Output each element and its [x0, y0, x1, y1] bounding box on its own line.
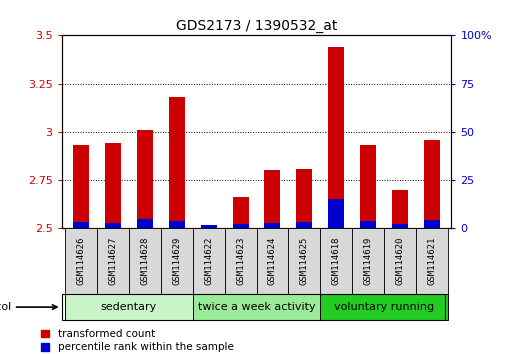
Bar — [360, 145, 377, 228]
FancyBboxPatch shape — [129, 228, 161, 294]
FancyBboxPatch shape — [65, 228, 97, 294]
Text: GSM114623: GSM114623 — [236, 237, 245, 285]
Text: voluntary running: voluntary running — [334, 302, 435, 312]
FancyBboxPatch shape — [225, 228, 256, 294]
Bar — [232, 224, 248, 228]
Text: GSM114621: GSM114621 — [428, 237, 437, 285]
Bar — [297, 169, 312, 228]
Bar — [73, 145, 89, 228]
Text: GSM114620: GSM114620 — [396, 237, 405, 285]
Text: GSM114622: GSM114622 — [204, 237, 213, 285]
Text: GSM114627: GSM114627 — [108, 237, 117, 285]
Bar — [424, 139, 440, 228]
Bar — [169, 221, 185, 228]
Bar — [328, 47, 344, 228]
Bar — [169, 97, 185, 228]
Bar — [136, 219, 153, 228]
Bar — [392, 224, 408, 228]
Bar — [328, 199, 344, 228]
Text: GSM114624: GSM114624 — [268, 237, 277, 285]
FancyBboxPatch shape — [416, 228, 448, 294]
FancyBboxPatch shape — [65, 294, 192, 320]
Bar — [105, 223, 121, 228]
FancyBboxPatch shape — [256, 228, 288, 294]
Bar — [265, 171, 281, 228]
FancyBboxPatch shape — [192, 228, 225, 294]
Bar — [136, 130, 153, 228]
Bar — [424, 219, 440, 228]
Bar — [73, 222, 89, 228]
Text: GSM114628: GSM114628 — [140, 237, 149, 285]
FancyBboxPatch shape — [321, 228, 352, 294]
Bar — [201, 225, 216, 228]
Bar — [105, 143, 121, 228]
Text: GSM114629: GSM114629 — [172, 237, 181, 285]
FancyBboxPatch shape — [288, 228, 321, 294]
Bar — [297, 222, 312, 228]
Text: sedentary: sedentary — [101, 302, 157, 312]
Bar — [360, 221, 377, 228]
Bar — [392, 190, 408, 228]
Title: GDS2173 / 1390532_at: GDS2173 / 1390532_at — [176, 19, 337, 33]
Legend: transformed count, percentile rank within the sample: transformed count, percentile rank withi… — [41, 329, 233, 352]
FancyBboxPatch shape — [161, 228, 192, 294]
FancyBboxPatch shape — [97, 228, 129, 294]
FancyBboxPatch shape — [192, 294, 321, 320]
Text: GSM114626: GSM114626 — [76, 237, 85, 285]
Bar — [232, 198, 248, 228]
Text: GSM114619: GSM114619 — [364, 237, 373, 285]
Text: GSM114618: GSM114618 — [332, 237, 341, 285]
FancyBboxPatch shape — [321, 294, 448, 320]
FancyBboxPatch shape — [352, 228, 384, 294]
Text: protocol: protocol — [0, 302, 57, 312]
Bar — [265, 223, 281, 228]
Text: GSM114625: GSM114625 — [300, 237, 309, 285]
Text: twice a week activity: twice a week activity — [198, 302, 315, 312]
FancyBboxPatch shape — [384, 228, 416, 294]
